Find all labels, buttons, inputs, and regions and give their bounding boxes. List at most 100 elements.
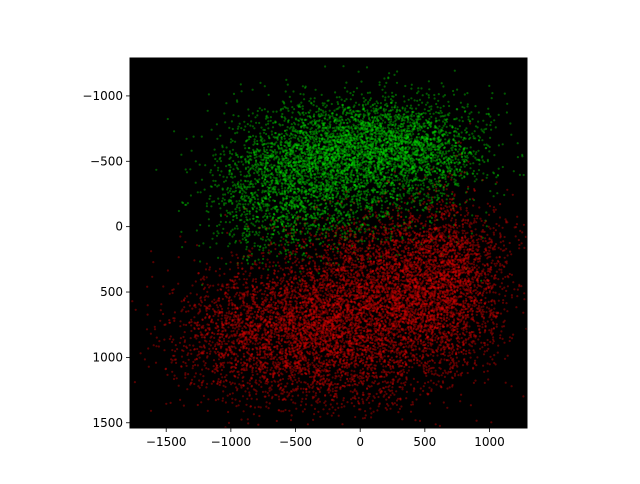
data-point-s0-4297 [403,156,406,159]
data-point-s0-4065 [449,124,452,127]
data-point-s0-2313 [458,119,461,122]
data-point-s0-501 [405,176,408,179]
data-point-s0-3685 [268,156,271,159]
data-point-s0-1406 [300,101,303,104]
data-point-s0-1774 [461,105,464,109]
data-point-s0-4321 [371,157,374,160]
data-point-s0-2667 [349,200,352,203]
data-point-s0-4560 [465,147,469,150]
data-point-s0-2258 [315,138,318,141]
data-point-s0-4153 [414,177,418,180]
data-point-s0-2961 [367,166,370,169]
data-point-s0-4320 [494,126,497,129]
data-point-s0-38 [374,135,378,138]
data-point-s0-4082 [330,185,333,188]
data-point-s0-3056 [328,154,331,157]
data-point-s0-4003 [401,123,405,126]
data-point-s0-3997 [411,130,414,133]
data-point-s0-2780 [286,151,289,154]
data-point-s0-2978 [381,143,384,146]
data-point-s0-3242 [329,170,332,173]
data-point-s0-619 [332,116,335,119]
data-point-s0-4678 [253,201,256,204]
data-point-s0-2770 [295,134,298,137]
data-point-s0-1026 [367,101,370,104]
data-point-s0-3691 [287,162,290,165]
data-point-s0-4831 [300,192,303,195]
data-point-s0-3227 [252,167,255,170]
data-point-s0-2164 [411,184,414,187]
data-point-s0-105 [335,177,338,180]
data-point-s0-4769 [324,223,327,226]
data-point-s0-10 [462,147,465,150]
data-point-s0-242 [427,94,430,97]
data-point-s0-2078 [310,122,313,125]
data-point-s0-76 [430,138,433,141]
data-point-s0-3620 [310,161,314,164]
data-point-s0-277 [248,151,251,154]
data-point-s0-1683 [312,115,315,118]
data-point-s0-103 [394,139,398,142]
data-point-s0-4266 [385,133,389,137]
data-point-s0-2205 [384,127,387,130]
data-point-s0-3388 [327,165,330,169]
data-point-s0-4873 [279,239,282,242]
data-point-s0-4506 [406,116,409,119]
data-point-s0-3625 [261,137,264,140]
data-point-s0-1517 [383,110,386,113]
data-point-s0-2701 [249,124,252,127]
data-point-s0-114 [319,108,323,111]
data-point-s0-1510 [425,103,428,106]
data-point-s0-9 [312,173,316,176]
data-point-s0-735 [349,92,352,95]
data-point-s0-4264 [401,173,404,176]
data-point-s0-3396 [341,135,344,138]
data-point-s0-88 [213,164,216,167]
data-point-s0-177 [394,138,398,141]
data-point-s0-4113 [444,142,447,145]
data-point-s0-4887 [231,181,234,184]
data-point-s0-3887 [374,154,377,157]
data-point-s0-1496 [247,108,250,111]
data-point-s0-3956 [393,163,396,166]
data-point-s0-936 [474,125,478,128]
data-point-s0-2229 [207,93,210,96]
data-point-s0-125 [373,123,376,126]
data-point-s0-560 [456,127,459,131]
data-point-s0-4281 [485,127,488,130]
data-point-s0-2462 [346,121,349,124]
data-point-s0-3876 [458,135,461,138]
data-point-s0-1567 [314,88,317,91]
data-point-s0-1705 [374,151,377,155]
data-point-s0-4133 [349,173,352,177]
data-point-s0-4273 [427,121,430,124]
data-point-s0-4811 [224,193,227,196]
data-point-s0-842 [463,155,466,158]
data-point-s0-4601 [198,244,201,247]
data-point-s0-2142 [394,167,397,170]
data-point-s0-4078 [426,127,430,130]
data-point-s0-1901 [398,178,401,181]
data-point-s0-4233 [391,145,394,148]
data-point-s0-4377 [443,146,446,149]
data-point-s0-3131 [219,134,222,137]
data-point-s0-3425 [309,153,312,156]
data-point-s0-4315 [347,162,350,165]
data-point-s0-2694 [292,176,295,180]
data-point-s0-2131 [394,123,397,126]
data-point-s0-4396 [412,133,415,136]
data-point-s0-2882 [240,160,243,163]
data-point-s0-4363 [404,142,407,145]
data-point-s0-3562 [216,160,219,163]
data-point-s0-4914 [266,232,269,235]
data-point-s0-4752 [278,169,281,172]
data-point-s0-3772 [403,139,406,143]
data-point-s0-3592 [253,127,256,130]
data-point-s0-303 [438,125,441,128]
data-point-s0-2489 [338,187,341,190]
data-point-s0-1476 [345,118,348,122]
data-point-s0-2613 [155,168,158,171]
data-point-s0-1999 [362,120,365,123]
data-point-s0-3074 [262,128,265,131]
data-point-s0-4202 [410,134,413,137]
